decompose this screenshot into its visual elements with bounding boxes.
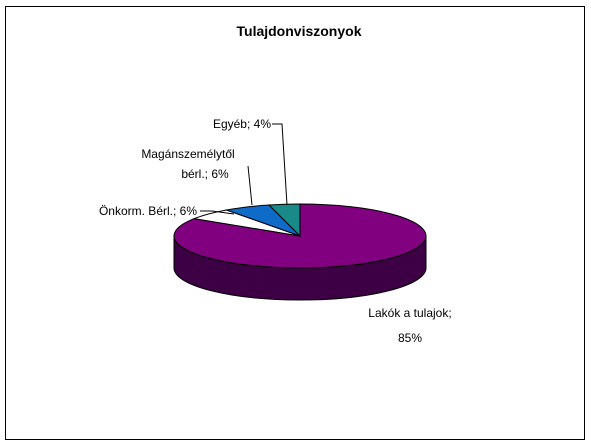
chart-title: Tulajdonviszonyok bbox=[237, 23, 362, 39]
data-label-onkorm: Önkorm. Bérl.; 6% bbox=[99, 204, 197, 218]
leader-line-egyeb bbox=[272, 123, 288, 206]
leader-line-onkorm bbox=[200, 210, 235, 215]
data-label-lakok-line2: 85% bbox=[398, 331, 422, 345]
pie-tops bbox=[173, 203, 427, 269]
data-label-magan-line2: bérl.; 6% bbox=[181, 167, 229, 181]
leader-line-magan bbox=[247, 165, 253, 206]
data-label-egyeb: Egyéb; 4% bbox=[213, 117, 271, 131]
pie-slice-3 bbox=[267, 203, 301, 238]
data-label-magan-line1: Magánszemélytől bbox=[141, 147, 234, 161]
data-label-lakok-line1: Lakók a tulajok; bbox=[368, 306, 451, 320]
